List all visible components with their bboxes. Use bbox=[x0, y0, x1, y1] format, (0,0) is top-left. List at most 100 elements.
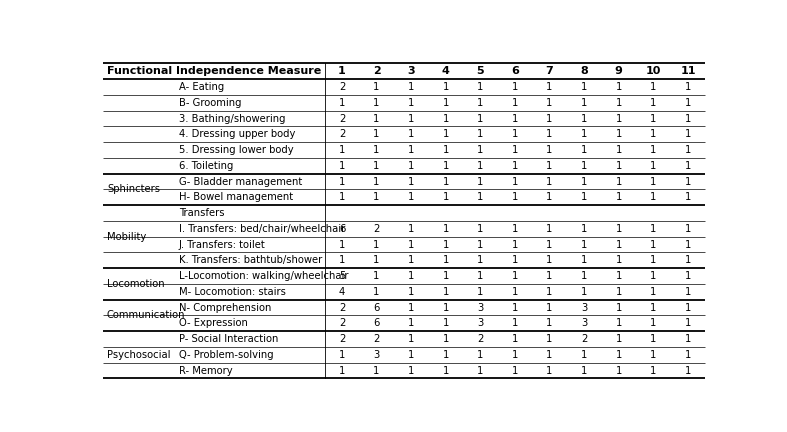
Text: 1: 1 bbox=[615, 350, 622, 360]
Text: Transfers: Transfers bbox=[179, 208, 224, 218]
Text: 1: 1 bbox=[512, 129, 518, 140]
Text: 1: 1 bbox=[650, 365, 656, 375]
Text: 1: 1 bbox=[685, 145, 691, 155]
Text: 1: 1 bbox=[512, 334, 518, 344]
Text: 1: 1 bbox=[615, 334, 622, 344]
Text: 1: 1 bbox=[512, 255, 518, 265]
Text: 3: 3 bbox=[581, 302, 587, 313]
Text: 1: 1 bbox=[581, 177, 587, 187]
Text: 1: 1 bbox=[408, 114, 414, 124]
Text: 3: 3 bbox=[477, 302, 483, 313]
Text: 1: 1 bbox=[373, 240, 380, 250]
Text: 6: 6 bbox=[511, 67, 519, 76]
Text: 1: 1 bbox=[581, 255, 587, 265]
Text: H- Bowel management: H- Bowel management bbox=[179, 192, 293, 202]
Text: 1: 1 bbox=[581, 224, 587, 234]
Text: 1: 1 bbox=[442, 334, 449, 344]
Text: 1: 1 bbox=[546, 129, 552, 140]
Text: 1: 1 bbox=[650, 224, 656, 234]
Text: 1: 1 bbox=[408, 255, 414, 265]
Text: 1: 1 bbox=[615, 255, 622, 265]
Text: 1: 1 bbox=[650, 318, 656, 328]
Text: 3: 3 bbox=[373, 350, 379, 360]
Text: 1: 1 bbox=[650, 271, 656, 281]
Text: 1: 1 bbox=[512, 224, 518, 234]
Text: 1: 1 bbox=[442, 365, 449, 375]
Text: 1: 1 bbox=[408, 82, 414, 92]
Text: 1: 1 bbox=[685, 287, 691, 297]
Text: 1: 1 bbox=[408, 224, 414, 234]
Text: 3: 3 bbox=[581, 318, 587, 328]
Text: 1: 1 bbox=[408, 240, 414, 250]
Text: 1: 1 bbox=[477, 365, 483, 375]
Text: 9: 9 bbox=[615, 67, 623, 76]
Text: L-Locomotion: walking/wheelchair: L-Locomotion: walking/wheelchair bbox=[179, 271, 349, 281]
Text: 1: 1 bbox=[685, 302, 691, 313]
Text: 1: 1 bbox=[615, 224, 622, 234]
Text: 1: 1 bbox=[615, 161, 622, 171]
Text: 1: 1 bbox=[615, 98, 622, 108]
Text: 1: 1 bbox=[546, 145, 552, 155]
Text: 1: 1 bbox=[685, 318, 691, 328]
Text: 1: 1 bbox=[373, 255, 380, 265]
Text: 1: 1 bbox=[512, 365, 518, 375]
Text: Communication: Communication bbox=[107, 311, 186, 321]
Text: 2: 2 bbox=[477, 334, 483, 344]
Text: 1: 1 bbox=[442, 240, 449, 250]
Text: 1: 1 bbox=[685, 350, 691, 360]
Text: J. Transfers: toilet: J. Transfers: toilet bbox=[179, 240, 266, 250]
Text: 1: 1 bbox=[512, 177, 518, 187]
Text: 1: 1 bbox=[338, 365, 345, 375]
Text: 1: 1 bbox=[373, 365, 380, 375]
Text: 1: 1 bbox=[442, 287, 449, 297]
Text: 1: 1 bbox=[615, 365, 622, 375]
Text: 1: 1 bbox=[373, 82, 380, 92]
Text: 2: 2 bbox=[338, 114, 345, 124]
Text: 1: 1 bbox=[477, 240, 483, 250]
Text: 2: 2 bbox=[338, 318, 345, 328]
Text: 1: 1 bbox=[546, 302, 552, 313]
Text: 1: 1 bbox=[408, 365, 414, 375]
Text: Q- Problem-solving: Q- Problem-solving bbox=[179, 350, 274, 360]
Text: 1: 1 bbox=[442, 161, 449, 171]
Text: 1: 1 bbox=[615, 177, 622, 187]
Text: 1: 1 bbox=[512, 302, 518, 313]
Text: 7: 7 bbox=[545, 67, 553, 76]
Text: 1: 1 bbox=[408, 271, 414, 281]
Text: 1: 1 bbox=[477, 271, 483, 281]
Text: 1: 1 bbox=[408, 192, 414, 202]
Text: 4: 4 bbox=[339, 287, 345, 297]
Text: 1: 1 bbox=[546, 271, 552, 281]
Text: 1: 1 bbox=[408, 334, 414, 344]
Text: 1: 1 bbox=[442, 145, 449, 155]
Text: 11: 11 bbox=[680, 67, 696, 76]
Text: 1: 1 bbox=[408, 318, 414, 328]
Text: 3: 3 bbox=[408, 67, 415, 76]
Text: 1: 1 bbox=[442, 114, 449, 124]
Text: 1: 1 bbox=[477, 98, 483, 108]
Text: 4: 4 bbox=[442, 67, 449, 76]
Text: 1: 1 bbox=[338, 67, 345, 76]
Text: 1: 1 bbox=[685, 255, 691, 265]
Text: 1: 1 bbox=[650, 192, 656, 202]
Text: 2: 2 bbox=[581, 334, 587, 344]
Text: 1: 1 bbox=[581, 82, 587, 92]
Text: 1: 1 bbox=[442, 129, 449, 140]
Text: Mobility: Mobility bbox=[107, 232, 146, 242]
Text: 2: 2 bbox=[338, 302, 345, 313]
Text: 2: 2 bbox=[338, 334, 345, 344]
Text: 1: 1 bbox=[546, 287, 552, 297]
Text: 1: 1 bbox=[338, 240, 345, 250]
Text: 1: 1 bbox=[650, 129, 656, 140]
Text: 1: 1 bbox=[685, 334, 691, 344]
Text: 1: 1 bbox=[338, 177, 345, 187]
Text: 1: 1 bbox=[442, 98, 449, 108]
Text: 1: 1 bbox=[512, 98, 518, 108]
Text: 1: 1 bbox=[338, 98, 345, 108]
Text: 1: 1 bbox=[338, 350, 345, 360]
Text: 1: 1 bbox=[373, 271, 380, 281]
Text: 4. Dressing upper body: 4. Dressing upper body bbox=[179, 129, 295, 140]
Text: 1: 1 bbox=[512, 287, 518, 297]
Text: 1: 1 bbox=[581, 129, 587, 140]
Text: Functional Independence Measure: Functional Independence Measure bbox=[107, 67, 321, 76]
